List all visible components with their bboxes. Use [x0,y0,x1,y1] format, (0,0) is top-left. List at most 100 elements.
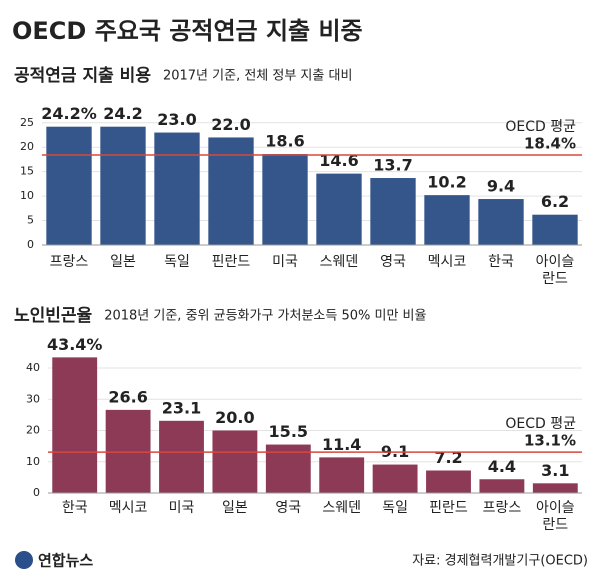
chart-title: 공적연금 지출 비용 [14,66,151,86]
y-tick-label: 15 [20,165,34,178]
x-tick-label-box: 멕시코 [108,500,148,516]
value-label: 11.4 [322,435,361,454]
bar [532,214,578,245]
value-label: 7.2 [434,448,462,467]
value-label: 9.4 [487,177,515,196]
x-tick-label: 프랑스 [482,500,522,516]
value-label: 13.7 [373,156,412,175]
x-tick-label-box: 독일 [164,254,190,270]
chart-subtitle: 2017년 기준, 전체 정부 지출 대비 [163,69,352,84]
bar [426,470,471,493]
x-tick-label: 한국 [488,254,514,270]
value-label: 24.2% [41,104,97,123]
x-tick-label-box: 아이슬란드 [535,500,575,533]
value-label: 22.0 [211,115,250,134]
x-tick-label: 아이슬란드 [535,254,575,287]
x-tick-label: 핀란드 [429,500,468,516]
value-label: 6.2 [541,192,569,211]
value-label: 20.0 [215,408,254,427]
x-tick-label: 미국 [272,254,298,270]
x-tick-label: 스웨덴 [319,254,359,270]
y-tick-label: 5 [27,214,34,227]
x-tick-label-box: 스웨덴 [322,500,362,516]
x-tick-label: 아이슬란드 [535,500,575,533]
value-label: 26.6 [108,387,147,406]
reference-label: OECD 평균 [505,119,576,135]
x-tick-label-box: 핀란드 [429,500,468,516]
bar [159,420,204,493]
x-tick-label: 일본 [222,500,248,516]
chart-subtitle: 2018년 기준, 중위 균등화가구 가처분소득 50% 미만 비율 [104,309,426,324]
x-tick-label-box: 한국 [61,500,88,516]
x-tick-label: 멕시코 [427,254,467,270]
reference-value: 13.1% [524,432,576,450]
x-tick-label-box: 영국 [380,254,406,270]
bar [424,195,470,245]
x-tick-label: 핀란드 [211,254,251,270]
x-tick-label-box: 프랑스 [482,500,522,516]
value-label: 10.2 [427,173,466,192]
value-label: 3.1 [541,461,569,480]
x-tick-label-box: 일본 [110,254,136,270]
x-tick-label: 미국 [168,500,195,516]
credit: 연합뉴스 [38,552,93,570]
reference-value: 18.4% [524,135,576,153]
x-tick-label: 영국 [275,500,302,516]
bar [319,457,365,493]
bar [532,483,578,493]
bar [208,137,254,245]
value-label: 14.6 [319,151,358,170]
y-tick-label: 0 [33,486,40,499]
x-tick-label-box: 핀란드 [211,254,251,270]
bar [52,357,98,493]
x-tick-label: 프랑스 [49,254,89,270]
bar [262,154,308,245]
x-tick-label: 독일 [382,500,408,516]
x-tick-label-box: 한국 [488,254,514,270]
y-tick-label: 10 [20,189,34,202]
logo-mark [15,551,33,569]
value-label: 24.2 [103,104,142,123]
y-tick-label: 30 [26,392,40,405]
bar [370,178,416,245]
y-tick-label: 20 [26,424,40,437]
value-label: 15.5 [269,422,308,441]
bar [212,430,258,493]
x-tick-label-box: 프랑스 [49,254,89,270]
bar [316,173,362,245]
reference-label: OECD 평균 [505,416,576,432]
x-tick-label-box: 멕시코 [427,254,467,270]
bar [478,199,524,245]
y-tick-label: 10 [26,455,40,468]
x-tick-label-box: 아이슬란드 [535,254,575,287]
x-tick-label: 일본 [110,254,136,270]
x-tick-label: 멕시코 [108,500,148,516]
x-tick-label: 한국 [61,500,88,516]
x-tick-label-box: 일본 [222,500,248,516]
x-tick-label-box: 영국 [275,500,302,516]
x-tick-label: 스웨덴 [322,500,362,516]
bar [479,479,525,493]
bar [46,126,92,245]
x-tick-label-box: 미국 [272,254,298,270]
value-label: 18.6 [265,132,304,151]
value-label: 4.4 [488,457,516,476]
main-title: OECD 주요국 공적연금 지출 비중 [12,17,363,45]
x-tick-label-box: 미국 [168,500,195,516]
bar [100,126,146,245]
value-label: 43.4% [47,335,103,354]
x-tick-label: 독일 [164,254,190,270]
bar [154,132,200,245]
value-label: 23.1 [162,398,201,417]
x-tick-label: 영국 [380,254,406,270]
y-tick-label: 25 [20,116,34,129]
y-tick-label: 40 [26,361,40,374]
value-label: 23.0 [157,110,196,129]
y-tick-label: 0 [27,238,34,251]
source: 자료: 경제협력개발기구(OECD) [412,554,588,569]
x-tick-label-box: 독일 [382,500,408,516]
chart-title: 노인빈곤율 [14,306,93,326]
x-tick-label-box: 스웨덴 [319,254,359,270]
y-tick-label: 20 [20,140,34,153]
